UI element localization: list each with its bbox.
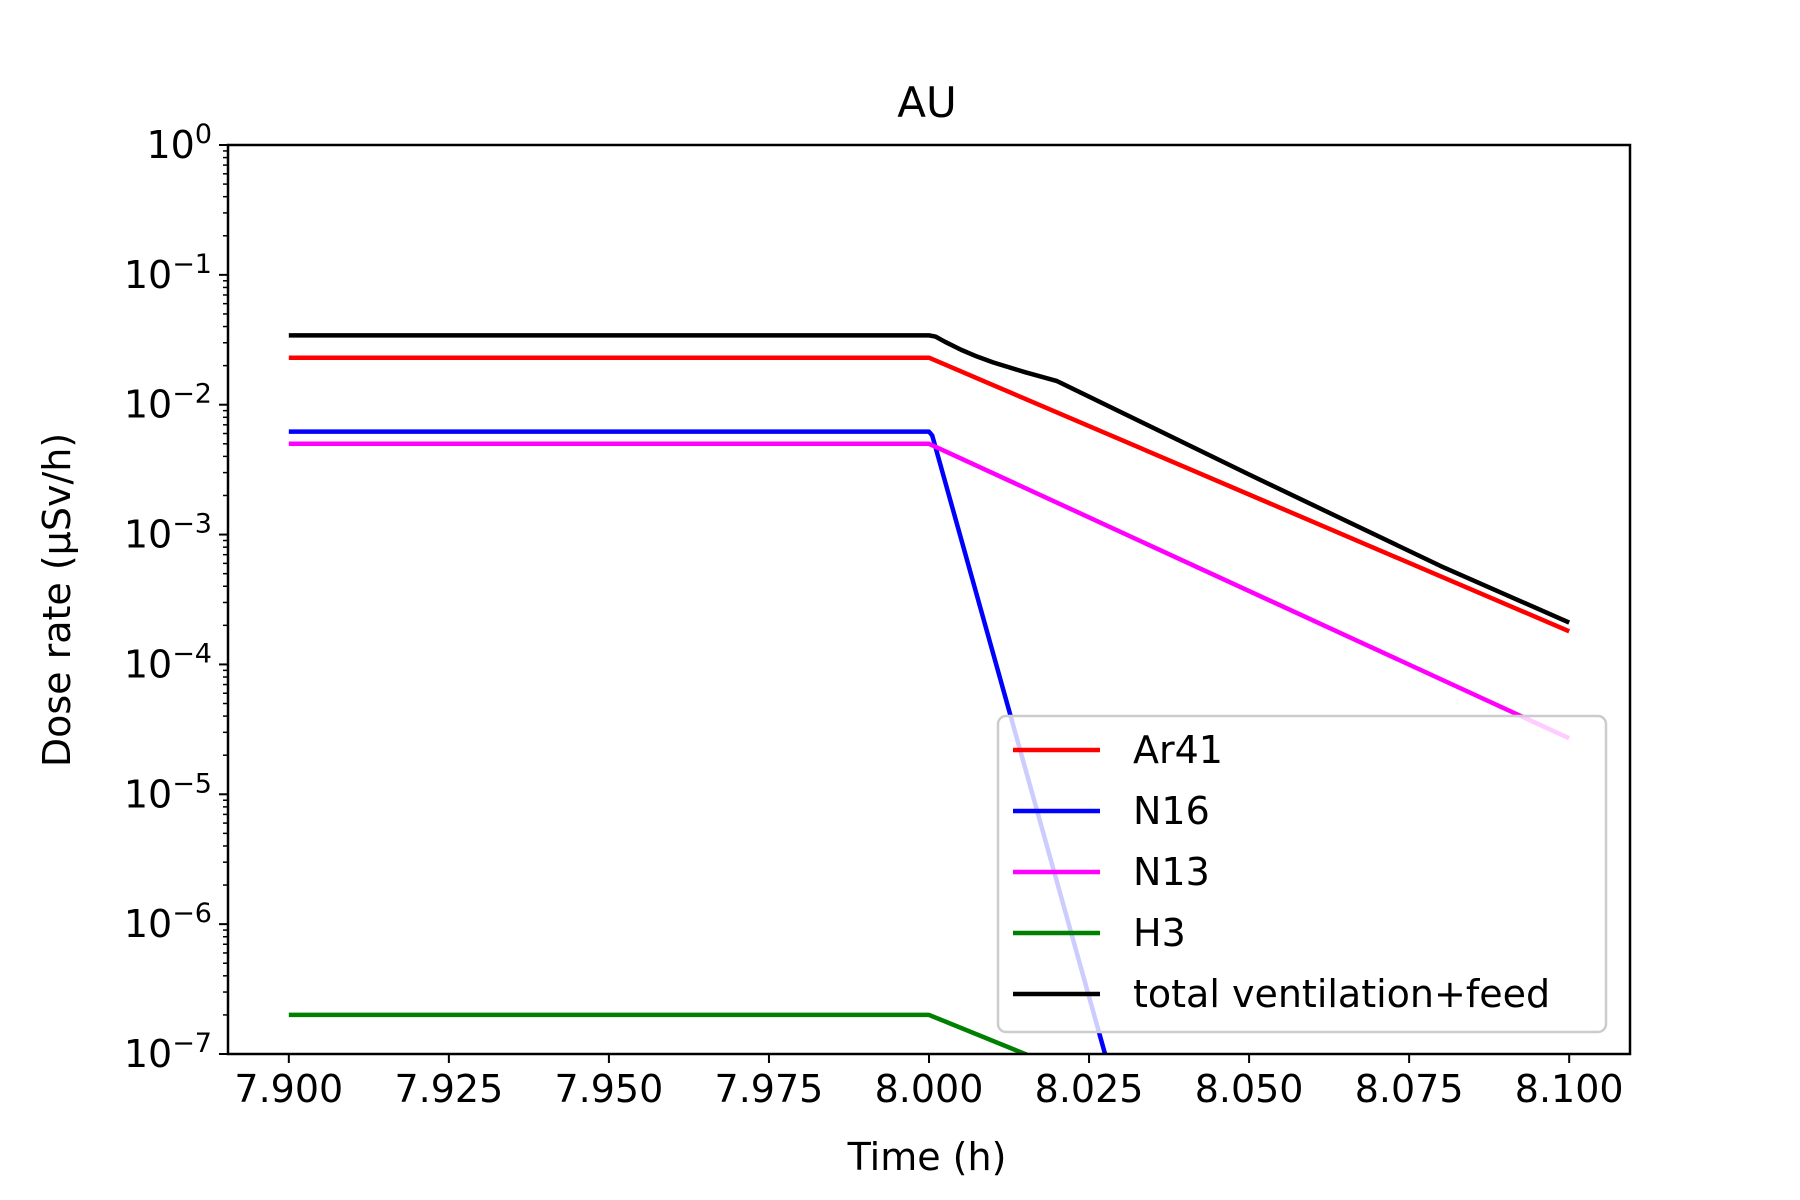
legend: Ar41 N16 N13 H3 total ventilation+feed <box>996 714 1608 1034</box>
y-tick-exponent: −7 <box>172 1028 212 1059</box>
y-tick-base: 10 <box>124 902 172 946</box>
y-tick-label: 10−4 <box>124 638 212 686</box>
y-tick-base: 10 <box>124 772 172 816</box>
series-line <box>288 1012 1031 1054</box>
x-tick-label: 8.000 <box>875 1067 984 1111</box>
y-tick-exponent: −6 <box>172 898 212 929</box>
y-tick-base: 10 <box>124 383 172 427</box>
legend-box <box>996 714 1608 1034</box>
legend-label: Ar41 <box>1133 728 1223 772</box>
series-line <box>288 429 1108 1054</box>
x-tick-label: 7.925 <box>394 1067 503 1111</box>
y-tick-exponent: 0 <box>195 119 212 150</box>
y-tick-label: 10−6 <box>124 898 212 946</box>
y-tick-exponent: −3 <box>172 509 212 540</box>
x-tick-label: 8.050 <box>1195 1067 1304 1111</box>
x-tick-label: 8.075 <box>1355 1067 1464 1111</box>
y-tick-label: 10−1 <box>124 249 212 297</box>
legend-label: total ventilation+feed <box>1133 972 1550 1016</box>
x-tick-label: 7.900 <box>234 1067 343 1111</box>
x-tick-label: 8.100 <box>1515 1067 1624 1111</box>
legend-label: N16 <box>1133 789 1210 833</box>
legend-label: H3 <box>1133 911 1186 955</box>
y-tick-exponent: −4 <box>172 638 212 669</box>
y-tick-base: 10 <box>124 513 172 557</box>
y-tick-base: 10 <box>146 123 194 167</box>
y-tick-label: 10−3 <box>124 509 212 557</box>
series-line <box>288 441 1571 741</box>
y-tick-label: 100 <box>146 119 212 167</box>
y-tick-label: 10−5 <box>124 768 212 816</box>
y-tick-base: 10 <box>124 642 172 686</box>
x-axis-label: Time (h) <box>847 1135 1007 1179</box>
y-tick-exponent: −1 <box>172 249 212 280</box>
plot-frame <box>226 143 1632 1056</box>
legend-label: N13 <box>1133 850 1210 894</box>
x-tick-label: 7.950 <box>555 1067 664 1111</box>
y-tick-base: 10 <box>124 1032 172 1076</box>
y-tick-base: 10 <box>124 253 172 297</box>
x-tick-label: 8.025 <box>1035 1067 1144 1111</box>
x-tick-label: 7.975 <box>715 1067 824 1111</box>
y-axis-label: Dose rate (μSv/h) <box>35 433 79 767</box>
y-tick-label: 10−2 <box>124 379 212 427</box>
y-tick-exponent: −2 <box>172 379 212 410</box>
series-layer <box>288 333 1571 1054</box>
series-line <box>288 355 1571 634</box>
ticks-layer: 7.900 7.925 7.950 7.975 8.000 8.025 8.050 8.075… <box>124 119 1624 1111</box>
y-tick-label: 10−7 <box>124 1028 212 1076</box>
y-tick-exponent: −5 <box>172 768 212 799</box>
series-line <box>288 333 1571 625</box>
legend-items: Ar41 N16 N13 H3 total ventilation+feed <box>1013 728 1550 1016</box>
chart-title: AU <box>897 78 956 127</box>
